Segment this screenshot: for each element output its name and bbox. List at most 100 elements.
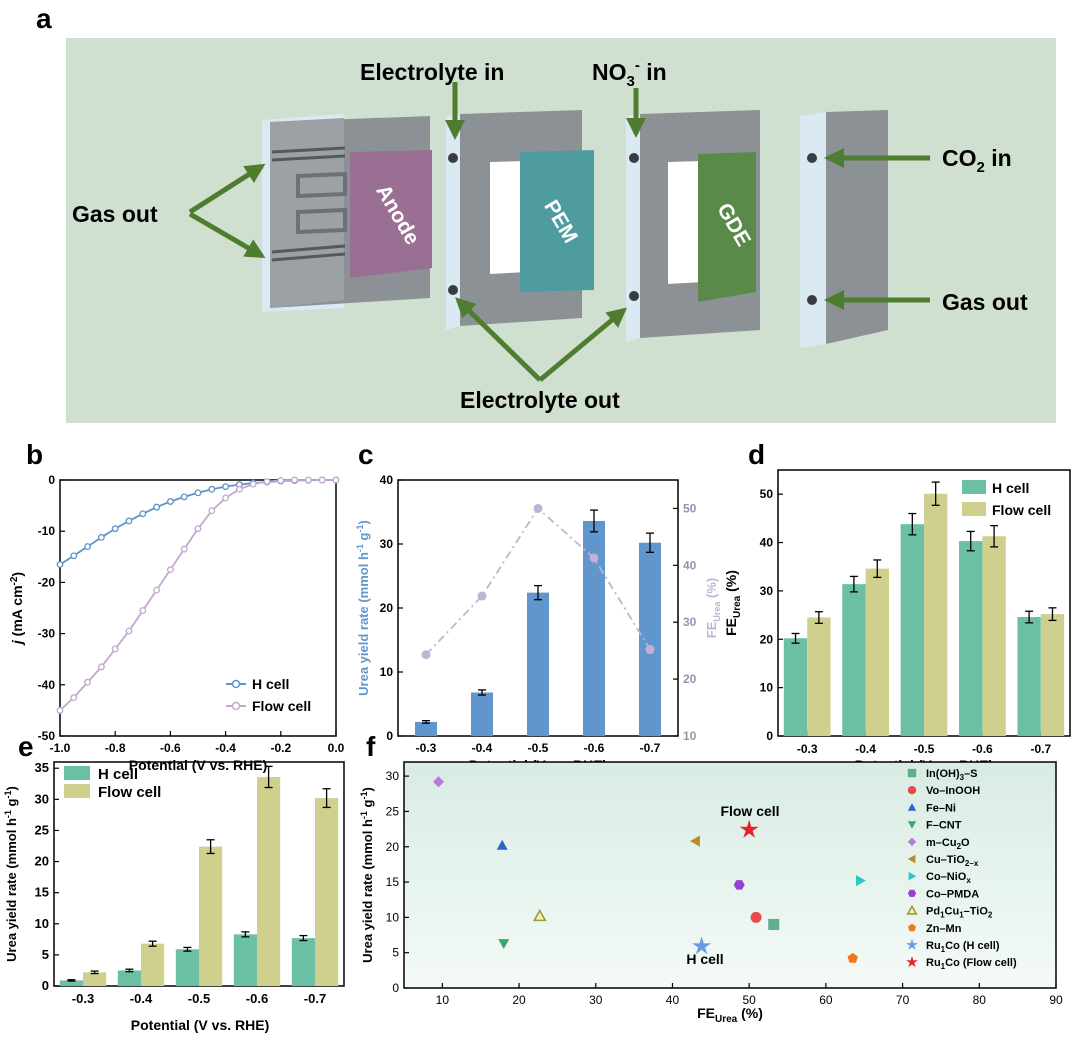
chart-c-ytick-left-label: 30 [380,537,394,551]
chart-f-legend-label: In(OH)3–S [926,768,978,782]
chart-e-ytick-label: 5 [42,947,49,962]
chart-d-bars [783,481,1065,736]
chart-c-ytick-left-label: 40 [380,473,394,487]
chart-f-legend-marker [907,803,917,811]
chart-f: 10 20 30 40 50 60 70 80 90 0 5 10 15 20 25 30 In(OH)3–S… [359,761,1063,1025]
chart-c-xtick-label: -0.3 [416,741,437,755]
chart-b-point [332,476,340,484]
chart-c-ytick-left-label: 10 [380,665,394,679]
chart-c-xtick-label: -0.5 [528,741,549,755]
chart-b-point [166,498,174,505]
chart-e-axes: 0 5 10 15 20 25 30 35 -0.3 -0.4 -0.5 -0.6 -0.7 [35,760,327,1006]
chart-c-ytick-right-label: 10 [683,729,697,743]
chart-f-legend-marker [907,837,917,846]
chart-e-bar-flow [141,943,165,986]
chart-f-point [733,880,745,890]
chart-b-ytick-label: -50 [38,729,56,743]
chart-b: -1.0 -0.8 -0.6 -0.4 -0.2 0.00-10-20-30-40-50 … [9,473,345,773]
chart-f-legend-label: F–CNT [926,820,962,832]
end-plate-left: Anode [262,114,432,312]
chart-e-ytick-label: 25 [35,822,49,837]
chart-e-bar-flow [257,776,281,986]
chart-c-fe-line [421,503,655,660]
chart-f-point [496,839,508,850]
chart-c-ytick-left-label: 0 [386,729,393,743]
chart-b-point [194,525,202,533]
chart-e-legend: H cell Flow cell [64,766,161,801]
chart-f-legend-marker [908,872,917,881]
chart-c-ylabel-left: Urea yield rate (mmol h-1 g-1) [355,520,371,696]
chart-e-ytick-label: 35 [35,760,49,775]
chart-f-frame [403,761,1057,989]
chart-b-point [166,566,174,574]
gde-frame: GDE [626,110,760,342]
electrolyte-out-label: Electrolyte out [460,387,620,413]
chart-b-point [84,543,92,551]
chart-d-bar-h [900,524,924,736]
chart-d-xtick-label: -0.5 [914,742,935,756]
chart-d-xtick-label: -0.3 [797,742,818,756]
legend-e-h-label: H cell [98,766,138,783]
chart-c-fe-point [421,650,431,660]
legend-b-h-marker [231,679,241,689]
chart-d-bar-flow [807,617,831,736]
chart-e-xtick-label: -0.6 [246,991,268,1006]
chart-f-point [689,835,700,847]
chart-d-xtick-label: -0.7 [1030,742,1051,756]
chart-b-point [194,489,202,497]
chart-f-xtick-label: 40 [666,993,680,1007]
chart-c-ytick-left-label: 20 [380,601,394,615]
electrolyte-in-label: Electrolyte in [360,59,504,85]
chart-b-frame [59,479,337,737]
chart-f-legend-label: Ru1Co (H cell) [926,940,1000,954]
chart-f-point [433,776,445,788]
chart-d-xtick-label: -0.6 [972,742,993,756]
chart-e-bar-flow [199,846,223,986]
electrolyte-out-port-2 [629,291,639,301]
chart-e-ytick-label: 30 [35,791,49,806]
chart-f-legend-label: Cu–TiO2–x [926,854,979,868]
chart-f-xtick-label: 10 [436,993,450,1007]
legend-d-h-label: H cell [992,480,1029,496]
chart-b-point [56,706,64,714]
chart-b-point [56,561,64,568]
legend-e-flow-swatch [64,784,90,798]
chart-f-point [739,819,759,838]
panel-letter-f: f [366,731,376,762]
chart-b-point [222,494,230,502]
panel-letter-d: d [748,439,765,470]
chart-f-legend-label: Pd1Cu1–TiO2 [926,906,993,920]
chart-b-point [249,480,257,488]
chart-c-fe-point [645,645,655,655]
chart-f-xtick-label: 30 [589,993,603,1007]
chart-d-ytick-label: 40 [760,536,774,550]
chart-e-xtick-label: -0.3 [72,991,94,1006]
chart-b-point [222,483,230,491]
chart-f-xtick-label: 20 [512,993,526,1007]
chart-b-point [153,503,161,511]
chart-f-xtick-label: 60 [819,993,833,1007]
chart-b-point [139,510,147,518]
chart-c-bars [415,509,661,736]
chart-c-fe-point [533,503,543,513]
chart-f-ylabel: Urea yield rate (mmol h-1 g-1) [359,787,375,963]
no3-in-label: NO3- in [592,57,667,90]
chart-b-point [318,476,326,484]
chart-b-point [304,476,312,484]
chart-b-point [70,694,78,702]
chart-e-ylabel: Urea yield rate (mmol h-1 g-1) [3,786,19,962]
chart-c-xtick-label: -0.7 [640,741,661,755]
chart-c-ytick-right-label: 40 [683,558,697,572]
chart-b-point [277,477,285,484]
chart-e-xtick-label: -0.4 [130,991,153,1006]
chart-d-bar-flow [982,536,1006,736]
chart-b-point [84,678,92,686]
chart-b-point [153,586,161,594]
chart-f-point [692,936,712,955]
chart-c-bar [639,542,661,736]
chart-f-ytick-label: 0 [392,981,399,995]
chart-f-legend-marker [906,938,918,951]
chart-e-bar-flow [315,798,339,986]
chart-b-point [125,517,133,525]
